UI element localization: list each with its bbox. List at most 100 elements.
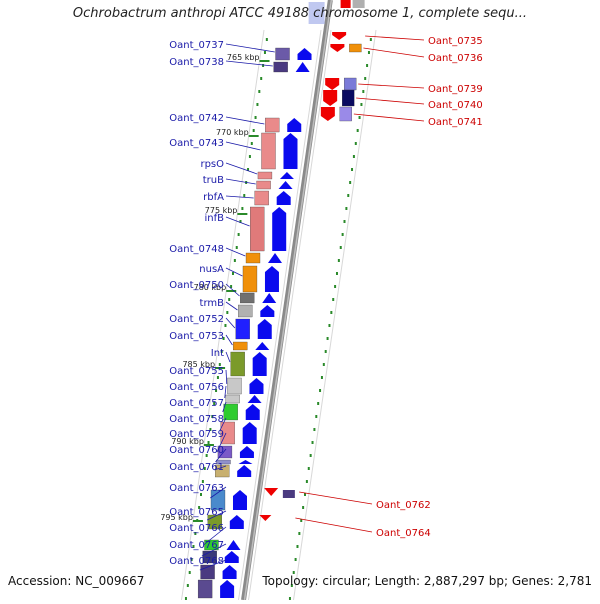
- gene-block-left-5: [256, 180, 271, 190]
- leader-left-rpsO: [225, 162, 258, 175]
- gene-block-left-11: [238, 304, 253, 318]
- reverse-gene-arrow-3: [323, 90, 338, 106]
- leader-left-Oant_0738: [225, 60, 273, 67]
- forward-gene-arrow-25: [224, 551, 239, 563]
- left-gene-label-Oant_0766: Oant_0766: [169, 523, 224, 534]
- leader-left-Oant_0756: [224, 385, 227, 399]
- gene-block-left-18: [220, 421, 235, 445]
- gene-block-left-14: [230, 351, 245, 377]
- gene-block-right-1: [349, 43, 362, 53]
- left-gene-label-Oant_0765: Oant_0765: [169, 507, 224, 518]
- leader-right-Oant_0764: [295, 517, 373, 533]
- forward-gene-arrow-17: [245, 404, 260, 420]
- forward-gene-arrow-3: [283, 133, 298, 169]
- left-gene-label-Oant_0748: Oant_0748: [169, 244, 224, 255]
- forward-gene-arrow-19: [239, 446, 254, 458]
- forward-gene-arrow-6: [276, 191, 291, 205]
- gene-block-left-21: [215, 464, 230, 478]
- reverse-gene-arrow-0764: [259, 515, 272, 521]
- forward-gene-arrow-5: [278, 181, 293, 189]
- scale-tick-label-3: 780 kbp: [194, 283, 227, 292]
- gene-block-left-7: [250, 206, 265, 252]
- gene-block-right-2: [344, 77, 357, 91]
- right-gene-label-Oant_0741: Oant_0741: [428, 117, 483, 128]
- gene-block-left-24: [204, 539, 219, 551]
- left-gene-label-rbfA: rbfA: [203, 192, 224, 203]
- left-gene-label-Oant_0753: Oant_0753: [169, 331, 224, 342]
- dash-ticks: [184, 38, 372, 600]
- left-gene-label-Oant_0742: Oant_0742: [169, 113, 224, 124]
- left-gene-label-Oant_0743: Oant_0743: [169, 138, 224, 149]
- leader-left-Oant_0750: [225, 283, 240, 297]
- left-gene-label-Oant_0757: Oant_0757: [169, 398, 224, 409]
- genome-summary-text: Topology: circular; Length: 2,887,297 bp…: [262, 574, 592, 588]
- left-gene-label-Oant_0763: Oant_0763: [169, 483, 224, 494]
- left-gene-label-Oant_0768: Oant_0768: [169, 556, 224, 567]
- right-gene-label-Oant_0764: Oant_0764: [376, 528, 431, 539]
- gene-block-left-4: [257, 171, 273, 180]
- leader-right-Oant_0762: [299, 491, 373, 505]
- leader-left-truB: [225, 178, 256, 185]
- leader-left-Oant_0761: [214, 465, 227, 471]
- reverse-gene-arrow-1: [330, 44, 345, 52]
- leader-left-Oant_0766: [203, 526, 227, 546]
- gene-block-right-3: [342, 89, 355, 107]
- gene-block-right-4: [339, 106, 352, 122]
- leader-left-Oant_0742: [225, 116, 265, 125]
- forward-gene-arrow-8: [268, 253, 283, 263]
- leader-left-nusA: [225, 267, 243, 277]
- forward-gene-arrow-15: [249, 378, 264, 394]
- forward-gene-arrow-10: [262, 293, 277, 303]
- forward-gene-arrow-14: [252, 352, 267, 376]
- scale-tick-label-1: 770 kbp: [216, 128, 249, 137]
- scale-tick-label-5: 790 kbp: [171, 437, 204, 446]
- rail-right-outer: [293, 29, 377, 601]
- leader-left-Oant_0753: [225, 334, 233, 346]
- gene-block-left-15: [227, 377, 242, 395]
- left-gene-label-Int: Int: [211, 348, 224, 359]
- forward-gene-arrow-2: [287, 118, 302, 132]
- reverse-gene-arrow-4: [320, 107, 335, 121]
- accession-text: Accession: NC_009667: [8, 574, 145, 588]
- left-gene-label-Oant_0760: Oant_0760: [169, 445, 224, 456]
- leader-left-Oant_0755: [225, 369, 228, 385]
- backbone-highlight: [243, 0, 333, 601]
- reverse-gene-arrow-2: [325, 78, 340, 90]
- leader-left-Oant_0768: [199, 559, 227, 571]
- leader-left-Oant_0752: [225, 317, 236, 329]
- gene-block-left-17: [223, 403, 238, 421]
- forward-gene-arrow-26: [222, 565, 237, 579]
- rail-right-inner: [248, 29, 332, 601]
- left-gene-label-Oant_0750: Oant_0750: [169, 280, 224, 291]
- leader-left-infB: [225, 216, 250, 227]
- track-rails: [181, 29, 377, 601]
- forward-gene-arrow-21: [237, 465, 252, 477]
- left-gene-label-Oant_0758: Oant_0758: [169, 414, 224, 425]
- scale-tick-label-0: 765 kbp: [227, 53, 260, 62]
- forward-gene-arrow-27: [220, 580, 235, 598]
- right-gene-label-Oant_0740: Oant_0740: [428, 100, 483, 111]
- right-gene-label-Oant_0762: Oant_0762: [376, 500, 431, 511]
- gene-arrows: [220, 32, 347, 598]
- scale-ticks: 765 kbp 770 kbp 775 kbp 780 kbp 785 kbp 790 k…: [160, 53, 270, 522]
- gene-block-left-1: [273, 61, 288, 73]
- leader-right-Oant_0739: [358, 83, 425, 89]
- left-gene-label-rpsO: rpsO: [200, 159, 224, 170]
- leader-right-Oant_0735: [365, 35, 425, 41]
- forward-gene-arrow-18: [242, 422, 257, 444]
- scale-tick-label-6: 795 kbp: [160, 513, 193, 522]
- forward-gene-arrow-9: [264, 266, 279, 292]
- left-gene-label-Oant_0767: Oant_0767: [169, 540, 224, 551]
- left-gene-label-infB: infB: [205, 213, 225, 224]
- leader-left-Oant_0763: [210, 486, 227, 499]
- left-gene-label-Oant_0756: Oant_0756: [169, 382, 224, 393]
- forward-gene-arrow-11: [260, 305, 275, 317]
- rail-left-inner: [238, 29, 322, 601]
- gene-labels: Oant_0737 Oant_0738 Oant_0742 Oant_0743 rpsO…: [169, 36, 482, 567]
- chromosome-backbone: [241, 0, 333, 601]
- leader-left-Oant_0760: [215, 448, 227, 463]
- gene-block-left-12: [235, 318, 250, 340]
- leader-left-Oant_0767: [201, 543, 227, 557]
